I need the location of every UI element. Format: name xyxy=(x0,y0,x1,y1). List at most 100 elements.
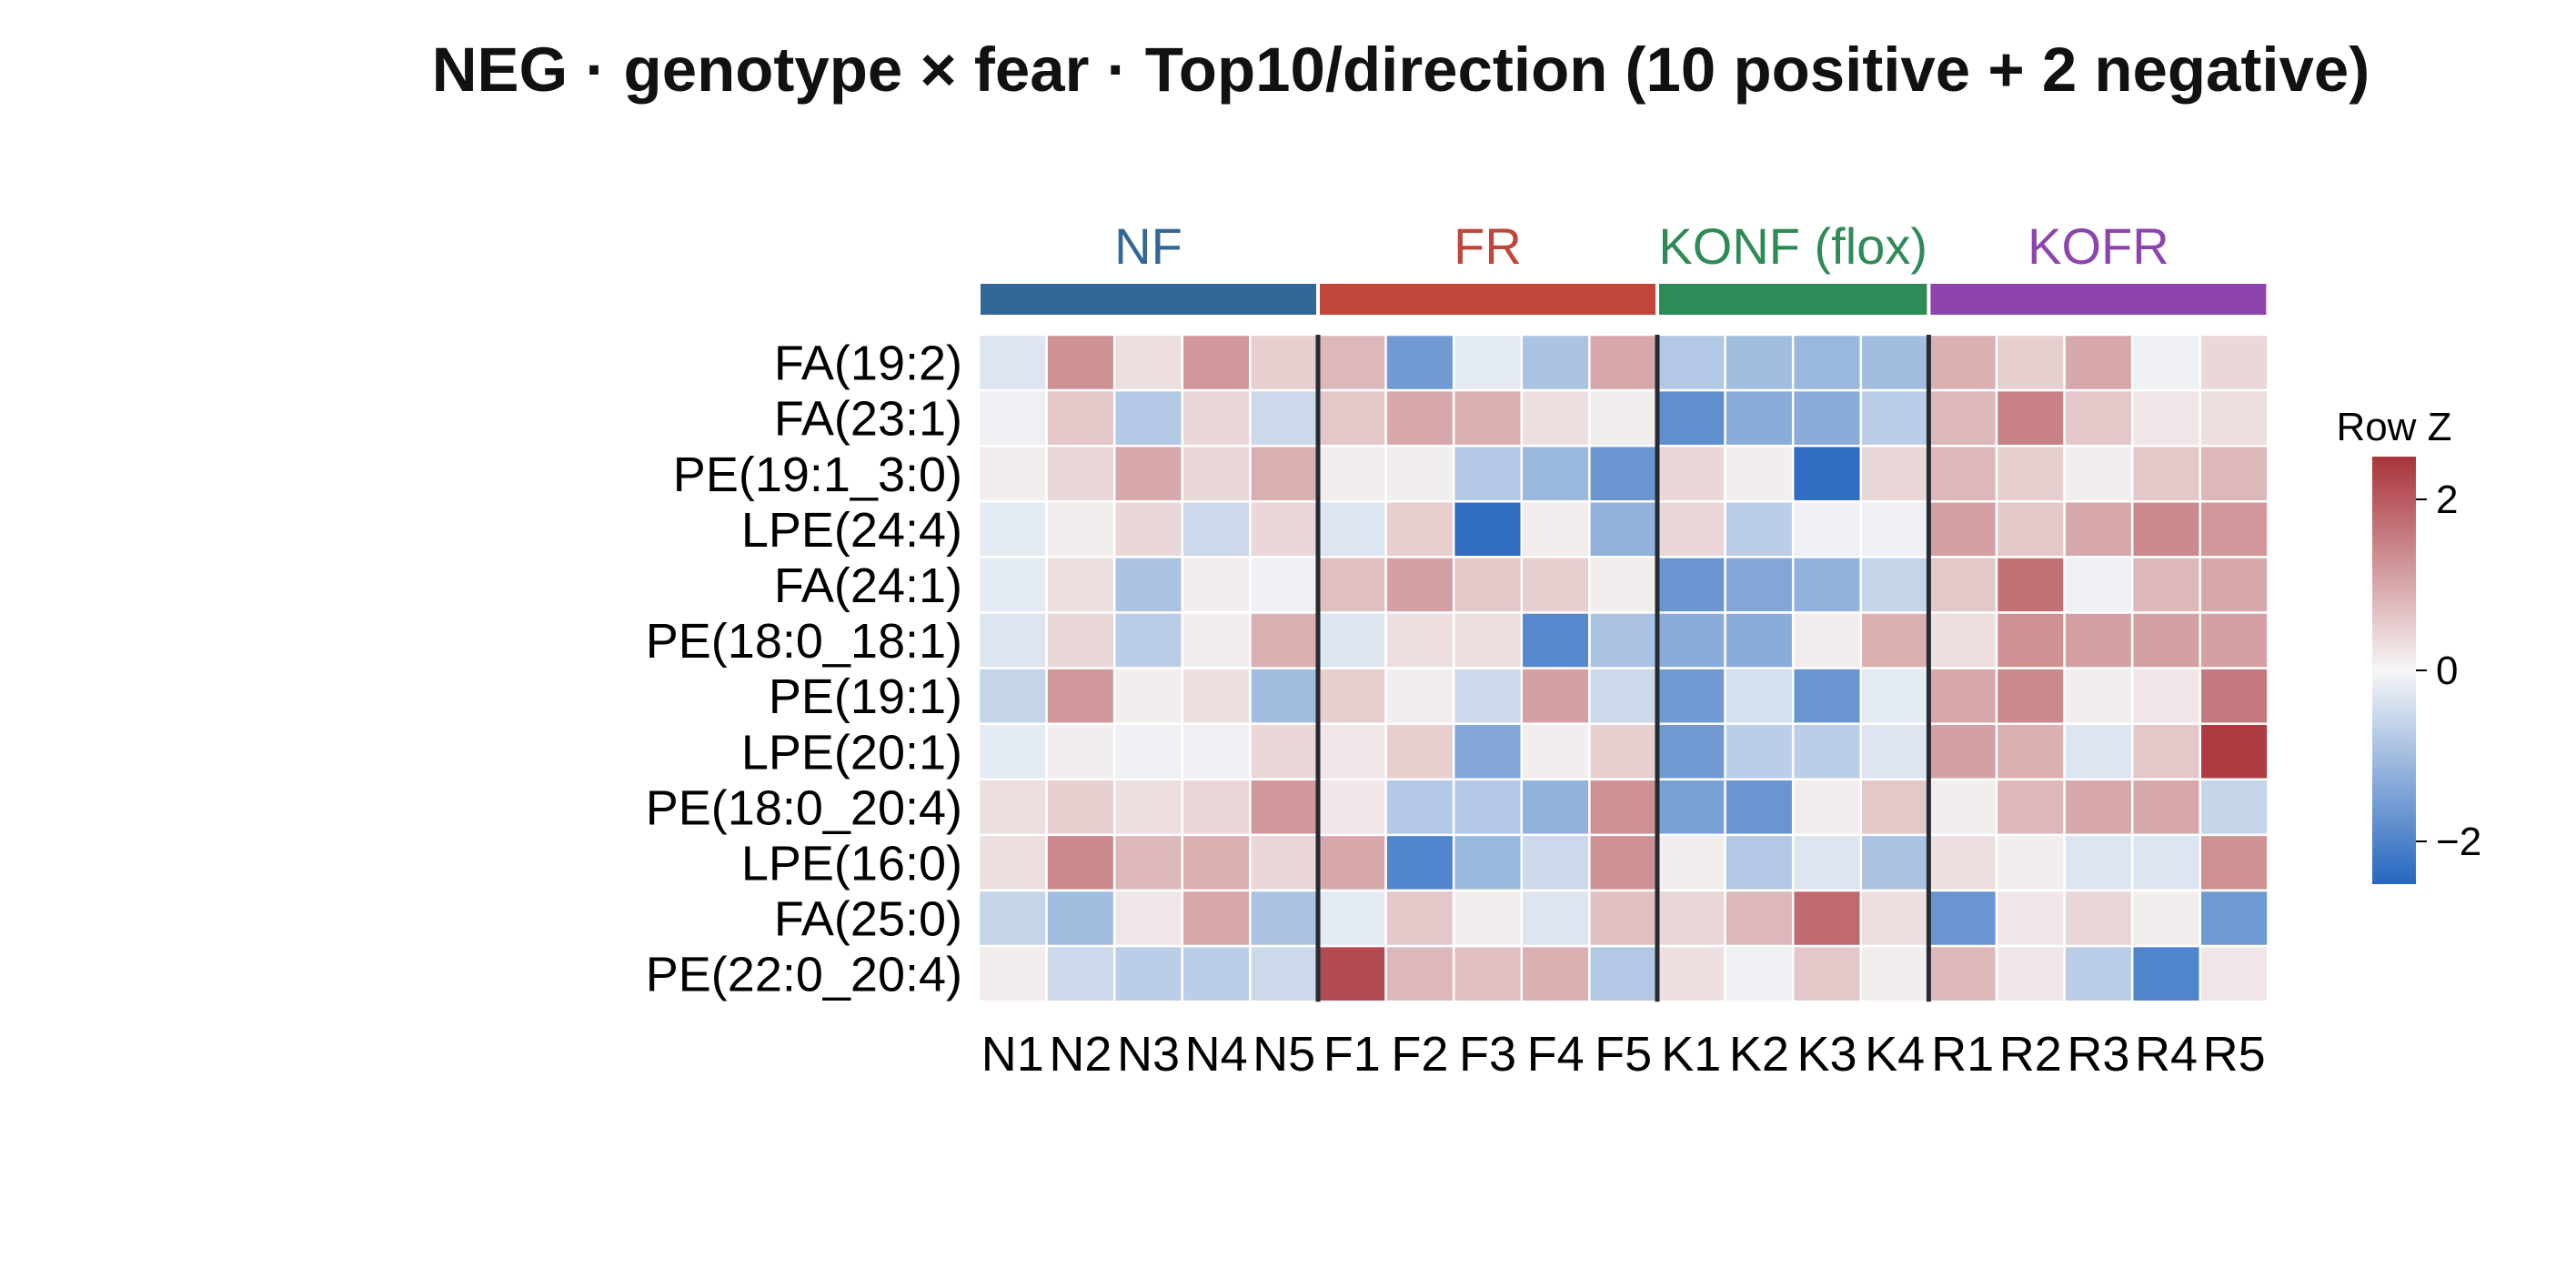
heatmap-cell xyxy=(1181,778,1252,837)
row-label: LPE(20:1) xyxy=(741,725,962,780)
heatmap-cell xyxy=(1249,778,1320,837)
row-labels: FA(19:2)FA(23:1)PE(19:1_3:0)LPE(24:4)FA(… xyxy=(646,337,962,1002)
heatmap-cell xyxy=(1520,500,1591,558)
heatmap-cell xyxy=(2199,556,2269,614)
heatmap-cell xyxy=(1316,833,1387,892)
column-label: N2 xyxy=(1049,1027,1112,1082)
group-bar xyxy=(1659,284,1927,315)
colorbar xyxy=(2372,457,2416,884)
heatmap-cell xyxy=(2130,500,2202,558)
heatmap-cell xyxy=(1316,444,1387,503)
group-bar xyxy=(1320,284,1655,315)
heatmap-cell xyxy=(1859,444,1930,503)
heatmap-cell xyxy=(1045,778,1116,837)
heatmap-cell xyxy=(977,667,1048,725)
heatmap-cell xyxy=(1181,611,1252,669)
heatmap-cell xyxy=(1181,722,1252,781)
heatmap-cell xyxy=(1452,722,1524,781)
column-label: F2 xyxy=(1391,1027,1448,1082)
group-bar xyxy=(981,284,1316,315)
heatmap-cell xyxy=(1181,944,1252,1003)
heatmap-cell xyxy=(1655,833,1726,892)
heatmap-cell xyxy=(2130,833,2202,892)
colorbar-title: Row Z xyxy=(2336,405,2451,449)
row-label: FA(19:2) xyxy=(774,337,962,391)
colorbar-tick-label: 2 xyxy=(2436,478,2458,522)
heatmap-cell xyxy=(2199,388,2269,448)
heatmap-cell xyxy=(2063,889,2134,948)
heatmap-cell xyxy=(1181,500,1252,558)
heatmap-cells xyxy=(977,333,2269,1003)
heatmap-cell xyxy=(1588,333,1659,392)
heatmap-cell xyxy=(1724,833,1795,892)
heatmap-cell xyxy=(1181,556,1252,614)
heatmap-cell xyxy=(1045,444,1116,503)
heatmap-cell xyxy=(1927,556,1998,614)
heatmap-cell xyxy=(1112,833,1184,892)
heatmap-cell xyxy=(2130,944,2202,1003)
heatmap-cell xyxy=(1655,611,1726,669)
heatmap-cell xyxy=(2063,444,2134,503)
heatmap-cell xyxy=(1249,889,1320,948)
colorbar-legend: Row Z 2 0 −2 xyxy=(2336,405,2481,884)
heatmap-cell xyxy=(1655,556,1726,614)
row-label: LPE(16:0) xyxy=(741,836,962,891)
heatmap-cell xyxy=(1316,944,1387,1003)
heatmap-cell xyxy=(1452,778,1524,837)
column-label: K2 xyxy=(1729,1027,1789,1082)
heatmap-cell xyxy=(1655,388,1726,448)
heatmap-cell xyxy=(977,500,1048,558)
heatmap-cell xyxy=(1859,944,1930,1003)
heatmap-cell xyxy=(977,722,1048,781)
heatmap-cell xyxy=(1316,556,1387,614)
column-label: R2 xyxy=(1999,1027,2062,1082)
group-label: FR xyxy=(1454,217,1522,275)
heatmap-cell xyxy=(1112,778,1184,837)
heatmap-cell xyxy=(1249,388,1320,448)
heatmap-cell xyxy=(1316,667,1387,725)
heatmap-cell xyxy=(1859,889,1930,948)
heatmap-cell xyxy=(1655,333,1726,392)
heatmap-cell xyxy=(1384,722,1455,781)
heatmap-cell xyxy=(1181,388,1252,448)
heatmap-cell xyxy=(2063,388,2134,448)
heatmap-cell xyxy=(1249,333,1320,392)
heatmap-cell xyxy=(1724,667,1795,725)
group-label: KOFR xyxy=(2028,217,2169,275)
heatmap-cell xyxy=(1927,500,1998,558)
colorbar-tick-label: −2 xyxy=(2436,820,2481,864)
heatmap-cell xyxy=(1588,388,1659,448)
heatmap-cell xyxy=(1384,388,1455,448)
heatmap-cell xyxy=(2199,611,2269,669)
heatmap-cell xyxy=(977,944,1048,1003)
column-label: N5 xyxy=(1253,1027,1315,1082)
heatmap-cell xyxy=(1452,667,1524,725)
row-label: PE(18:0_20:4) xyxy=(646,780,962,835)
heatmap-cell xyxy=(1791,722,1863,781)
heatmap-cell xyxy=(2199,333,2269,392)
heatmap-cell xyxy=(1316,778,1387,837)
heatmap-cell xyxy=(1995,388,2066,448)
heatmap-cell xyxy=(1655,500,1726,558)
heatmap-cell xyxy=(1181,667,1252,725)
row-label: PE(19:1_3:0) xyxy=(673,448,962,502)
heatmap-cell xyxy=(1316,611,1387,669)
heatmap-cell xyxy=(1655,778,1726,837)
heatmap-cell xyxy=(1384,833,1455,892)
group-label: NF xyxy=(1114,217,1182,275)
heatmap-cell xyxy=(1791,833,1863,892)
heatmap-cell xyxy=(2063,944,2134,1003)
heatmap-cell xyxy=(1995,667,2066,725)
column-label: R1 xyxy=(1931,1027,1994,1082)
heatmap-cell xyxy=(1384,333,1455,392)
heatmap-cell xyxy=(1588,667,1659,725)
column-labels: N1 N2 N3 N4 N5 F1 F2 F3 F4 F5 K1 K2 K3 K4 R1 R2 R3 R4 R5 xyxy=(981,1027,2266,1082)
heatmap-cell xyxy=(1724,889,1795,948)
heatmap-cell xyxy=(2130,611,2202,669)
heatmap-cell xyxy=(2130,556,2202,614)
heatmap-cell xyxy=(1520,333,1591,392)
heatmap-cell xyxy=(1384,500,1455,558)
heatmap-cell xyxy=(1452,500,1524,558)
heatmap-cell xyxy=(1249,722,1320,781)
heatmap-cell xyxy=(1520,889,1591,948)
